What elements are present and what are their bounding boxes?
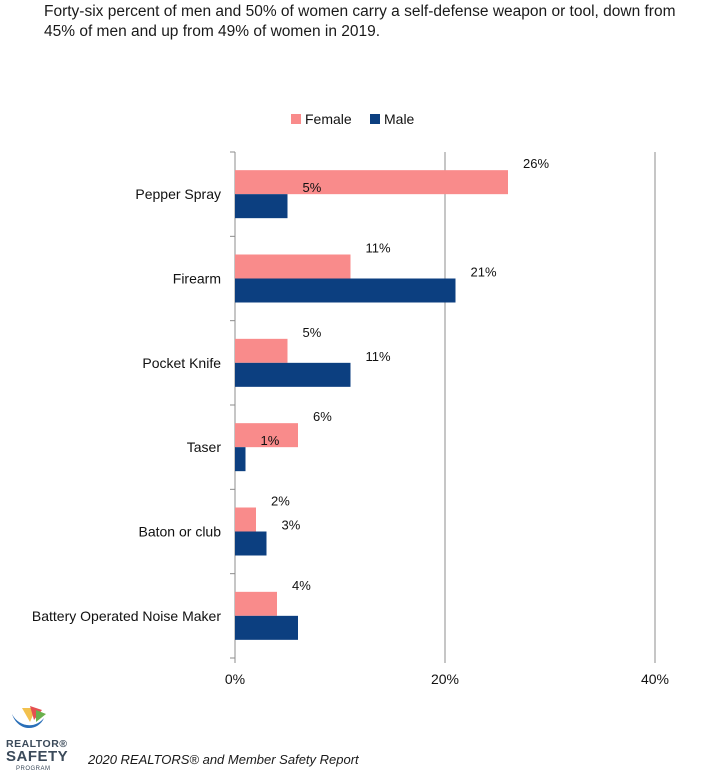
category-label: Pepper Spray	[135, 186, 221, 202]
data-label: 2%	[271, 494, 290, 509]
bar-male	[235, 278, 456, 303]
bar-female	[235, 254, 351, 279]
category-label: Battery Operated Noise Maker	[32, 608, 221, 624]
bar-male	[235, 615, 298, 640]
data-label: 1%	[261, 433, 280, 448]
data-label: 26%	[523, 156, 549, 171]
bar-female	[235, 338, 288, 363]
source-note: 2020 REALTORS® and Member Safety Report	[88, 752, 359, 767]
bird-icon	[12, 706, 46, 729]
x-tick-label: 0%	[225, 671, 245, 687]
data-label: 5%	[303, 325, 322, 340]
category-label: Baton or club	[139, 524, 222, 540]
data-label: 11%	[366, 349, 391, 364]
x-tick-label: 20%	[431, 671, 459, 687]
legend-swatch-female	[291, 114, 301, 124]
bar-male	[235, 362, 351, 387]
logo-text-program: PROGRAM	[16, 766, 51, 772]
category-label: Pocket Knife	[142, 355, 221, 371]
x-tick-label: 40%	[641, 671, 669, 687]
bar-female	[235, 507, 256, 532]
data-label: 5%	[303, 180, 322, 195]
legend-label: Female	[305, 111, 352, 127]
data-label: 21%	[471, 265, 497, 280]
data-label: 4%	[292, 578, 311, 593]
data-label: 6%	[313, 409, 332, 424]
bar-male	[235, 531, 267, 556]
data-label: 3%	[282, 518, 301, 533]
bar-female	[235, 170, 508, 195]
realtor-safety-logo: REALTOR® SAFETY PROGRAM	[6, 700, 69, 775]
legend-label: Male	[384, 111, 415, 127]
logo-text-realtor: REALTOR®	[6, 738, 68, 750]
data-label: 11%	[366, 241, 391, 256]
bar-female	[235, 591, 277, 616]
logo-text-safety: SAFETY	[6, 748, 69, 765]
bar-male	[235, 447, 246, 472]
category-label: Taser	[187, 439, 222, 455]
legend-swatch-male	[370, 114, 380, 124]
chart-description: Forty-six percent of men and 50% of wome…	[44, 3, 676, 40]
bar-male	[235, 194, 288, 219]
bar-female	[235, 423, 298, 448]
category-label: Firearm	[173, 271, 221, 287]
